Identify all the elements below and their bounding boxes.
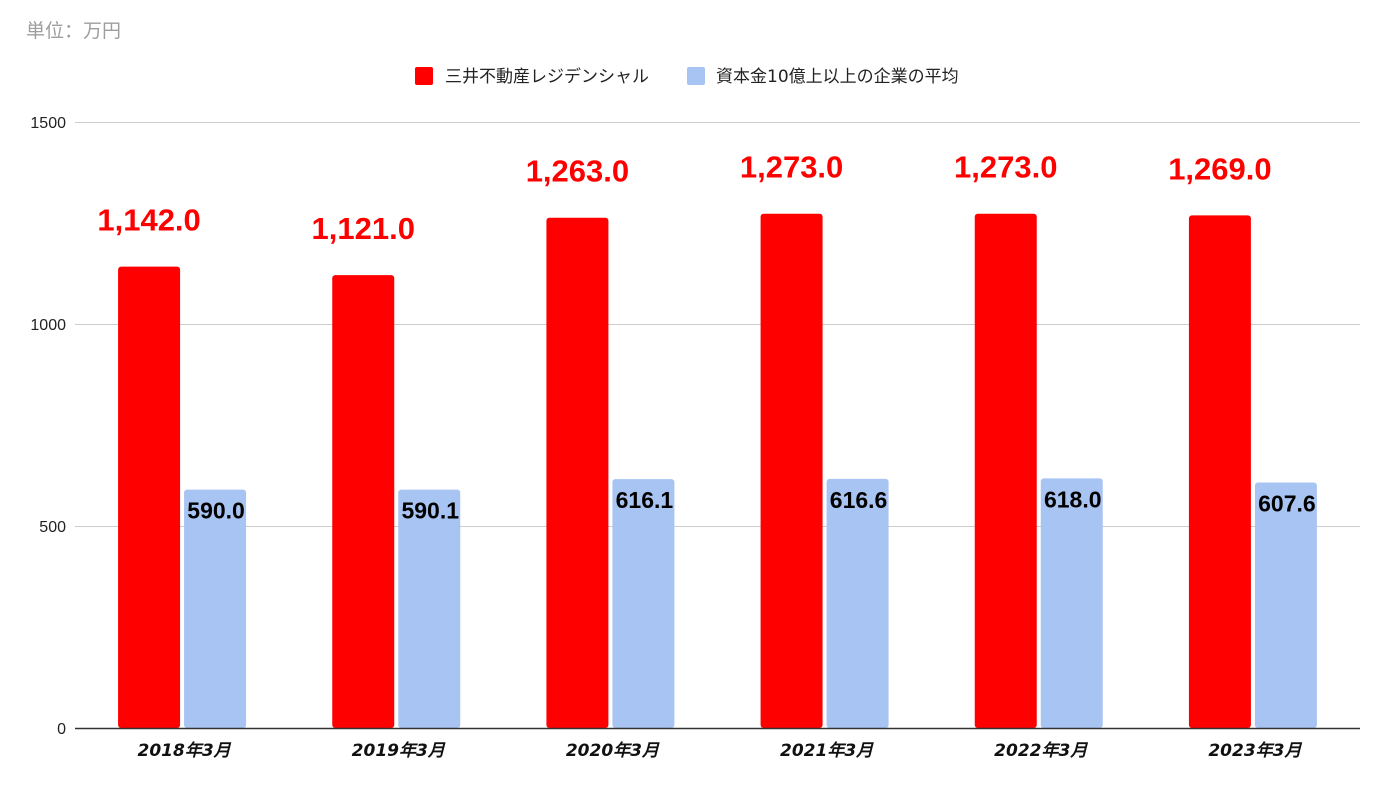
x-category-label: 2022年3月 [994, 741, 1088, 761]
data-label-series-2: 618.0 [1044, 486, 1102, 512]
data-label-series-2: 616.6 [830, 487, 888, 513]
bar-series-2 [612, 479, 675, 728]
data-label-series-1: 1,273.0 [954, 150, 1057, 185]
data-label-series-1: 1,263.0 [526, 154, 629, 189]
bar-series-1 [1188, 215, 1251, 729]
y-tick-label: 0 [57, 721, 66, 738]
bar-series-1 [118, 266, 181, 728]
legend-label-series-1: 三井不動産レジデンシャル [445, 66, 649, 87]
bar-series-2 [184, 489, 247, 728]
bar-series-1 [760, 213, 823, 728]
data-label-series-2: 616.1 [616, 487, 674, 513]
data-labels: 1,142.0 590.0 1,121.0 590.1 1,263.0 616.1 1,27… [97, 150, 1315, 524]
data-label-series-2: 607.6 [1258, 491, 1316, 517]
x-category-label: 2019年3月 [352, 741, 446, 761]
x-category-label: 2023年3月 [1208, 741, 1302, 761]
bar-series-2 [398, 489, 461, 728]
data-label-series-2: 590.0 [187, 498, 245, 524]
x-axis-categories: 2018年3月 2019年3月 2020年3月 2021年3月 2022年3月 2023年… [138, 741, 1303, 761]
y-tick-label: 500 [39, 519, 66, 536]
bars [118, 213, 1317, 729]
x-category-label: 2018年3月 [138, 741, 232, 761]
bar-series-2 [826, 478, 889, 728]
legend: 三井不動産レジデンシャル 資本金10億上以上の企業の平均 [415, 66, 959, 87]
data-label-series-1: 1,142.0 [97, 203, 200, 238]
bar-series-1 [974, 213, 1037, 728]
y-tick-label: 1000 [30, 317, 66, 334]
y-tick-label: 1500 [30, 115, 66, 132]
bar-series-2 [1254, 482, 1317, 728]
data-label-series-1: 1,269.0 [1168, 151, 1271, 186]
data-label-series-1: 1,121.0 [312, 211, 415, 246]
legend-swatch-series-2 [687, 67, 705, 85]
legend-label-series-2: 資本金10億上以上の企業の平均 [716, 67, 959, 87]
data-label-series-2: 590.1 [401, 498, 459, 524]
data-label-series-1: 1,273.0 [740, 150, 843, 185]
x-category-label: 2020年3月 [566, 741, 660, 761]
bar-series-1 [546, 217, 609, 729]
y-axis-ticks: 0 500 1000 1500 [30, 115, 66, 738]
legend-swatch-series-1 [415, 67, 433, 85]
grid-lines [75, 122, 1360, 527]
bar-series-2 [1040, 478, 1103, 728]
x-category-label: 2021年3月 [780, 741, 874, 761]
unit-label: 単位：万円 [26, 20, 122, 42]
bar-series-1 [332, 275, 395, 728]
